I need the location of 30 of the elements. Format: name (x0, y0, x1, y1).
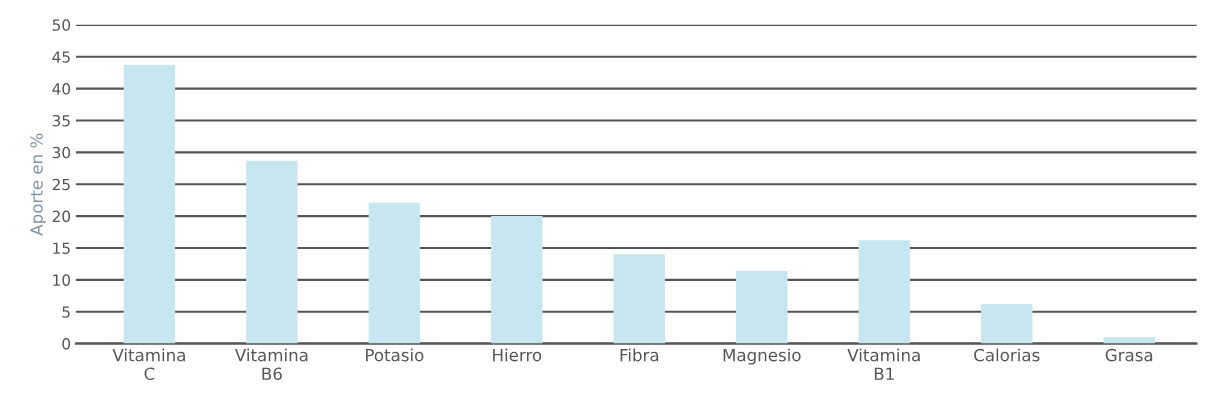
y-tick-label: 5 (62, 306, 70, 318)
bar (736, 270, 788, 344)
x-tick-label: Fibra (620, 348, 659, 362)
y-tick-label: 10 (53, 274, 71, 286)
x-tick-label: Hierro (493, 348, 542, 362)
x-tick-label: Vitamina B6 (234, 348, 308, 381)
bar (246, 160, 298, 344)
y-tick-label: 20 (52, 210, 71, 223)
bar (368, 202, 421, 344)
x-tick-label: Potasio (366, 348, 424, 362)
bar (491, 216, 543, 344)
y-tick-label: 15 (53, 242, 70, 255)
x-tick-label: Vitamina B1 (847, 348, 920, 380)
bar (613, 254, 666, 344)
x-tick-label: Grasa (1105, 348, 1153, 362)
y-tick-label: 35 (52, 114, 70, 127)
bar (981, 304, 1033, 344)
x-tick-label: Calorias (974, 348, 1040, 362)
x-tick-label: Magnesio (723, 348, 801, 365)
bar (858, 240, 910, 344)
y-tick-label: 45 (52, 51, 70, 63)
y-tick-label: 50 (52, 19, 71, 31)
y-tick-label: 30 (52, 146, 71, 159)
x-tick-label: Vitamina C (112, 348, 185, 381)
y-tick-label: 25 (52, 178, 70, 191)
bar (1103, 337, 1155, 344)
y-tick-label: 0 (62, 338, 71, 350)
y-axis-title: Aporte en % (30, 133, 47, 236)
bar (123, 65, 176, 344)
y-tick-label: 40 (52, 83, 71, 95)
